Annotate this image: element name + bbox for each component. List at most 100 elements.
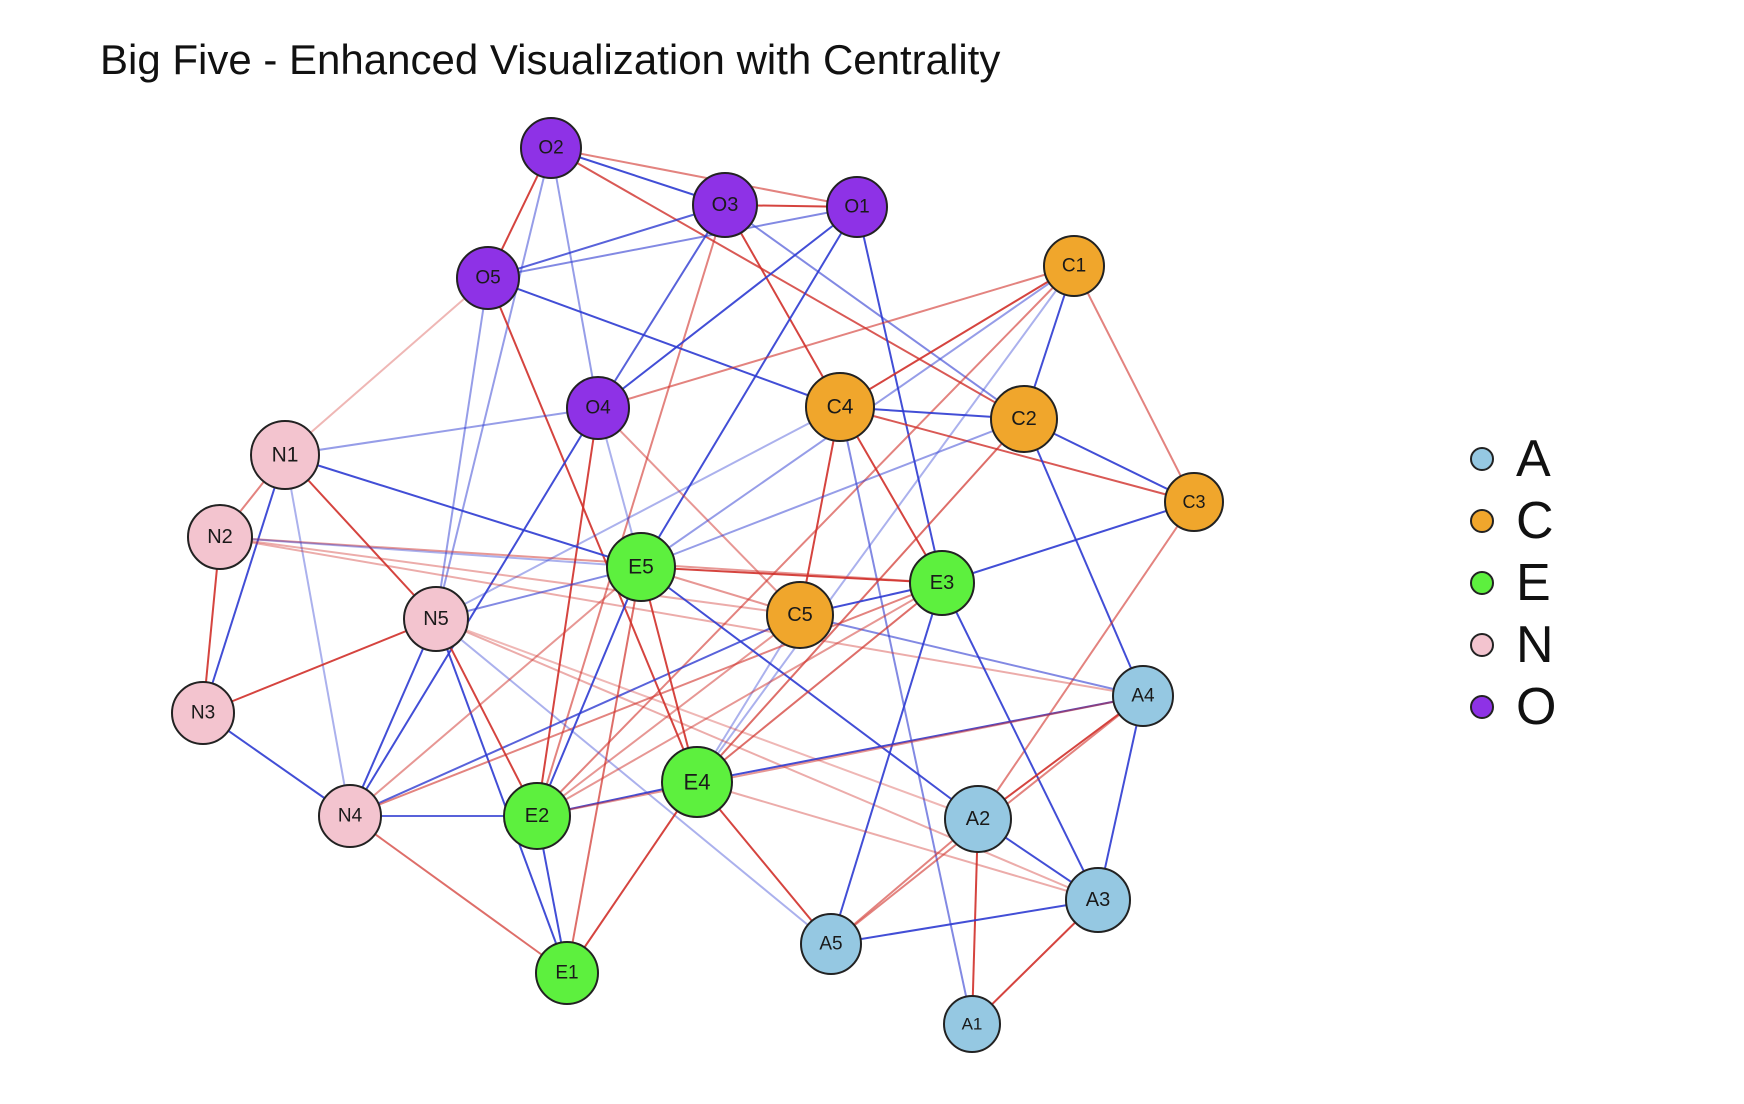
node-o3: O3 [692,172,758,238]
legend-item-c: C [1470,490,1556,552]
node-o1: O1 [826,176,888,238]
node-c2: C2 [990,385,1058,453]
node-label-n3: N3 [191,703,215,724]
edge-o4-n1 [284,407,599,456]
legend: A C E N O [1470,428,1556,738]
legend-label-c: C [1516,492,1554,550]
edge-a3-a5 [830,899,1099,945]
edge-n4-e1 [349,815,568,974]
node-label-a2: A2 [966,808,990,830]
edge-c4-c3 [839,406,1195,503]
node-label-n2: N2 [207,526,233,548]
node-circle-a4 [1112,665,1174,727]
legend-swatch-n [1470,633,1494,657]
node-label-n1: N1 [272,444,299,467]
node-circle-e3 [909,550,975,616]
edge-e5-e4 [640,566,698,783]
node-label-a4: A4 [1131,686,1155,707]
edge-n3-n5 [202,618,437,714]
node-label-a3: A3 [1086,889,1110,911]
edge-o1-o4 [597,206,858,409]
node-a5: A5 [800,913,862,975]
node-circle-o4 [566,376,630,440]
edge-o4-c1 [597,265,1075,409]
node-label-c1: C1 [1062,256,1086,277]
node-circle-e5 [606,532,676,602]
edge-c1-c3 [1073,265,1195,503]
edge-n1-n4 [284,454,351,817]
edge-e5-a2 [640,566,979,820]
edge-o2-n5 [435,147,552,620]
legend-label-o: O [1516,678,1557,736]
node-circle-c3 [1164,472,1224,532]
node-a1: A1 [943,995,1001,1053]
edge-e3-a5 [830,582,943,945]
edge-n1-n5 [284,454,437,620]
node-label-e3: E3 [930,572,954,594]
edge-a2-a1 [971,818,979,1025]
node-label-e1: E1 [555,963,578,984]
node-label-e2: E2 [525,805,549,827]
edge-n2-e5 [219,536,642,568]
edge-o1-o5 [487,206,858,279]
node-label-a5: A5 [819,934,842,955]
edge-c1-e4 [696,265,1075,783]
legend-item-o: O [1470,676,1556,738]
edge-o3-o5 [487,204,726,279]
node-circle-c2 [990,385,1058,453]
edge-o1-e3 [856,206,943,584]
node-label-a1: A1 [962,1015,983,1034]
edge-n2-e3 [219,536,943,584]
node-circle-n1 [250,420,320,490]
edge-c2-a4 [1023,418,1144,697]
node-a4: A4 [1112,665,1174,727]
edge-layer [202,147,1195,1025]
edge-n2-c5 [219,536,801,616]
edge-o3-e2 [536,204,726,817]
node-circle-e4 [661,746,733,818]
node-e1: E1 [535,941,599,1005]
edge-e2-a4 [536,695,1144,817]
edge-n5-e5 [435,566,642,620]
edge-c5-n4 [349,614,801,817]
node-n1: N1 [250,420,320,490]
edge-o2-o1 [550,147,858,208]
node-n5: N5 [403,586,469,652]
node-e4: E4 [661,746,733,818]
node-circle-n4 [318,784,382,848]
node-circle-c4 [805,372,875,442]
edge-c1-c4 [839,265,1075,408]
edge-c3-e3 [941,501,1195,584]
node-label-c3: C3 [1182,492,1205,512]
node-circle-n5 [403,586,469,652]
edge-a4-a2 [977,695,1144,820]
node-circle-a3 [1065,867,1131,933]
node-e5: E5 [606,532,676,602]
edge-n1-e5 [284,454,642,568]
node-circle-e1 [535,941,599,1005]
edge-n1-n3 [202,454,286,714]
legend-swatch-o [1470,695,1494,719]
edge-c1-e2 [536,265,1075,817]
edge-c2-e5 [640,418,1025,568]
legend-swatch-e [1470,571,1494,595]
node-e2: E2 [503,782,571,850]
legend-label-e: E [1516,554,1551,612]
edge-o3-c2 [724,204,1025,420]
node-circle-c1 [1043,235,1105,297]
legend-item-n: N [1470,614,1556,676]
edge-n4-e5 [349,566,642,817]
edge-o3-c4 [724,204,841,408]
edge-n5-e1 [435,618,568,974]
node-label-c2: C2 [1011,408,1037,430]
node-label-e5: E5 [628,556,654,579]
node-c4: C4 [805,372,875,442]
edge-o5-n5 [435,277,489,620]
edge-c4-c5 [799,406,841,616]
node-c3: C3 [1164,472,1224,532]
edge-o5-c4 [487,277,841,408]
node-c1: C1 [1043,235,1105,297]
node-o2: O2 [520,117,582,179]
edge-n5-a3 [435,618,1099,901]
